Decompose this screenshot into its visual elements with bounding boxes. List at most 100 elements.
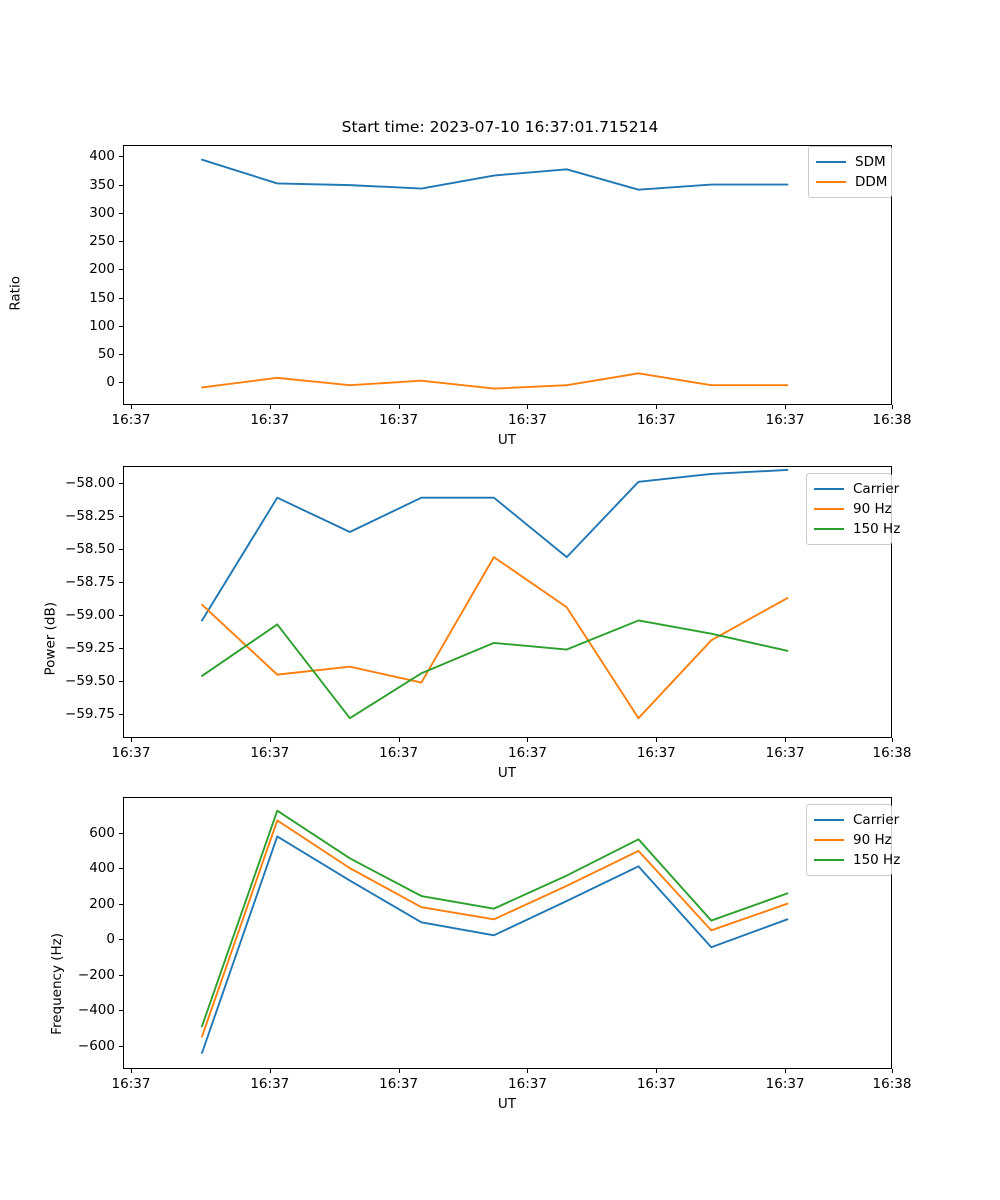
legend-item-150-hz[interactable]: 150 Hz: [814, 850, 900, 870]
y-tick-label: −59.75: [65, 706, 115, 723]
legend-item-90-hz[interactable]: 90 Hz: [814, 499, 892, 519]
x-tick-label: 16:37: [636, 412, 676, 428]
x-tick-mark: [892, 405, 893, 409]
plot-area-power: [123, 466, 892, 738]
x-tick-label: 16:37: [508, 1076, 547, 1092]
y-tick-label: −58.50: [65, 541, 115, 558]
legend-label: DDM: [855, 174, 888, 190]
legend-color-swatch: [816, 161, 846, 163]
x-tick-label: 16:37: [636, 745, 676, 761]
y-tick-mark: [119, 648, 123, 650]
x-tick-mark: [130, 405, 132, 409]
x-tick-mark: [785, 1069, 787, 1073]
y-tick-mark: [119, 939, 123, 941]
x-tick-mark: [785, 738, 787, 742]
y-tick-mark: [119, 241, 123, 243]
x-tick-label: 16:37: [111, 1076, 151, 1092]
y-tick-label: −58.00: [65, 475, 115, 492]
panel-ratio: Start time: 2023-07-10 16:37:01.715214 0…: [0, 0, 1000, 460]
y-tick-label: 250: [89, 233, 115, 250]
x-tick-label: 16:37: [111, 412, 151, 428]
y-tick-mark: [119, 868, 123, 870]
x-tick-mark: [398, 738, 400, 742]
legend-frequency[interactable]: Carrier 90 Hz 150 Hz: [806, 804, 900, 876]
legend-item-150-hz[interactable]: 150 Hz: [814, 519, 900, 539]
y-tick-label: −200: [77, 966, 115, 983]
x-tick-label: 16:37: [379, 1076, 419, 1092]
legend-power[interactable]: Carrier 90 Hz 150 Hz: [806, 473, 900, 545]
x-axis-label-top: UT: [497, 432, 517, 448]
y-tick-mark: [119, 714, 123, 716]
series-line-150-hz: [201, 619, 789, 720]
legend-color-swatch: [814, 508, 844, 510]
legend-item-carrier[interactable]: Carrier: [814, 479, 899, 499]
x-axis-label-middle: UT: [497, 765, 517, 781]
y-tick-label: 300: [89, 204, 115, 221]
x-tick-label: 16:37: [379, 412, 419, 428]
y-tick-mark: [119, 325, 123, 327]
legend-label: Carrier: [853, 812, 900, 828]
y-tick-label: −400: [77, 1002, 115, 1019]
legend-label: 90 Hz: [853, 501, 892, 517]
y-tick-mark: [119, 832, 123, 834]
y-tick-mark: [119, 1045, 123, 1047]
y-tick-label: −58.25: [65, 508, 115, 525]
y-tick-label: −59.25: [65, 640, 115, 657]
series-line-90-hz: [201, 819, 789, 1038]
y-tick-label: 0: [106, 374, 115, 391]
y-tick-mark: [119, 269, 123, 271]
y-tick-label: −600: [77, 1037, 115, 1054]
legend-label: 150 Hz: [853, 852, 901, 868]
series-line-carrier: [201, 835, 789, 1054]
legend-item-90-hz[interactable]: 90 Hz: [814, 830, 892, 850]
y-tick-label: 350: [89, 176, 115, 193]
y-tick-mark: [119, 549, 123, 551]
y-tick-mark: [119, 974, 123, 976]
y-tick-mark: [119, 354, 123, 356]
x-tick-mark: [130, 1069, 132, 1073]
legend-color-swatch: [814, 859, 844, 861]
x-tick-mark: [656, 1069, 658, 1073]
x-tick-label: 16:38: [872, 745, 912, 761]
x-tick-mark: [892, 1069, 893, 1073]
x-tick-label: 16:38: [872, 1076, 912, 1092]
legend-item-sdm[interactable]: SDM: [816, 152, 886, 172]
x-axis-label-bottom: UT: [497, 1096, 517, 1112]
x-tick-label: 16:37: [636, 1076, 676, 1092]
x-tick-label: 16:37: [250, 745, 290, 761]
y-tick-mark: [119, 297, 123, 299]
x-tick-mark: [527, 405, 529, 409]
x-tick-mark: [527, 738, 529, 742]
legend-color-swatch: [814, 528, 844, 530]
legend-item-ddm[interactable]: DDM: [816, 172, 888, 192]
legend-color-swatch: [814, 488, 844, 490]
legend-label: 90 Hz: [853, 832, 892, 848]
x-tick-mark: [892, 738, 893, 742]
x-tick-mark: [527, 1069, 529, 1073]
y-axis-label-bottom: Frequency (Hz): [48, 933, 65, 1035]
legend-ratio[interactable]: SDM DDM: [808, 146, 892, 198]
legend-label: Carrier: [853, 481, 900, 497]
y-tick-mark: [119, 615, 123, 617]
x-tick-label: 16:37: [250, 412, 290, 428]
plot-area-frequency: [123, 797, 892, 1069]
x-tick-label: 16:37: [508, 745, 547, 761]
y-tick-mark: [119, 1010, 123, 1012]
y-tick-mark: [119, 212, 123, 214]
x-tick-label: 16:37: [508, 412, 547, 428]
y-tick-label: 400: [89, 148, 115, 165]
y-tick-label: 150: [89, 289, 115, 306]
y-tick-label: 200: [89, 895, 115, 912]
y-tick-mark: [119, 156, 123, 158]
legend-item-carrier[interactable]: Carrier: [814, 810, 899, 830]
x-tick-label: 16:37: [765, 412, 805, 428]
x-tick-mark: [398, 405, 400, 409]
x-tick-label: 16:37: [765, 1076, 805, 1092]
x-tick-mark: [785, 405, 787, 409]
series-line-sdm: [201, 158, 789, 191]
